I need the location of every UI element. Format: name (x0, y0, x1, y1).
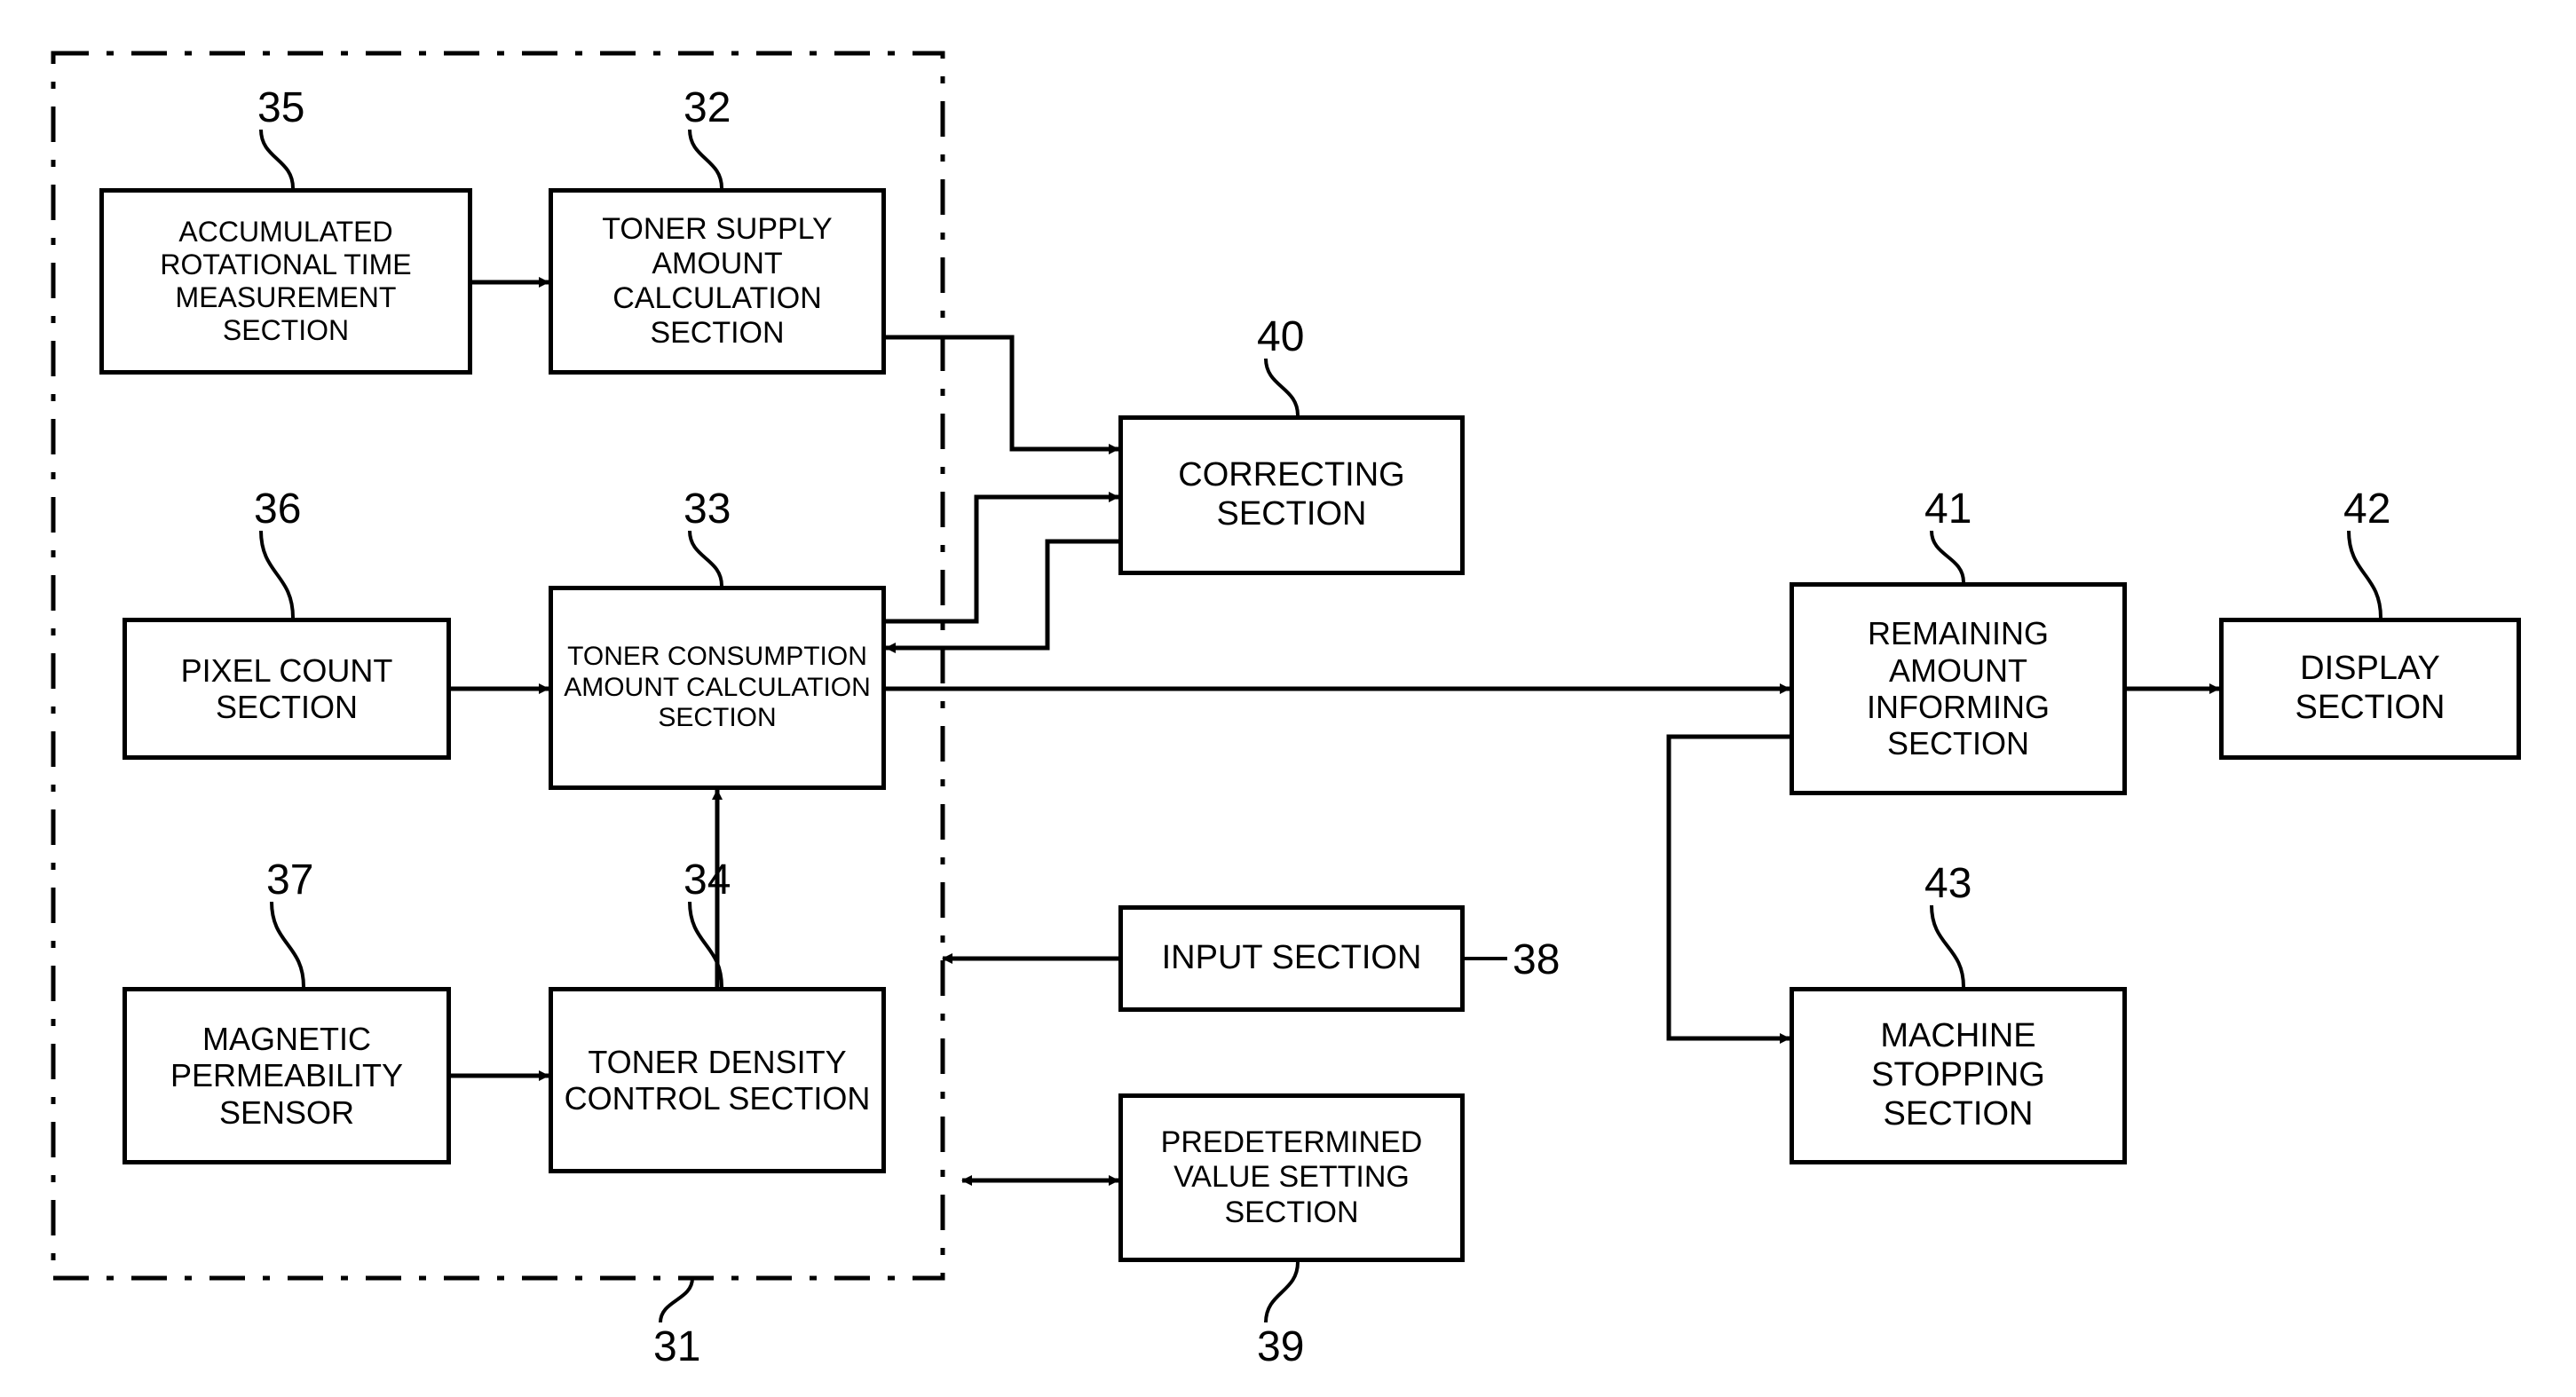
ref-label-36: 36 (254, 485, 301, 533)
node-n37: MAGNETIC PERMEABILITY SENSOR (122, 987, 451, 1164)
node-label: MACHINE STOPPING SECTION (1799, 1017, 2117, 1133)
ref-label-31: 31 (653, 1322, 700, 1371)
node-n42: DISPLAY SECTION (2219, 618, 2521, 760)
node-label: TONER CONSUMPTION AMOUNT CALCULATION SEC… (558, 642, 876, 734)
ref-label-40: 40 (1257, 312, 1304, 361)
ref-label-43: 43 (1924, 859, 1972, 908)
node-label: CORRECTING SECTION (1128, 456, 1455, 533)
node-n32: TONER SUPPLY AMOUNT CALCULATION SECTION (549, 188, 886, 375)
node-label: DISPLAY SECTION (2229, 650, 2511, 727)
node-n40: CORRECTING SECTION (1118, 415, 1465, 575)
ref-label-38: 38 (1513, 935, 1560, 984)
ref-label-35: 35 (257, 83, 304, 132)
node-n34: TONER DENSITY CONTROL SECTION (549, 987, 886, 1173)
ref-label-37: 37 (266, 856, 313, 904)
node-n33: TONER CONSUMPTION AMOUNT CALCULATION SEC… (549, 586, 886, 790)
node-label: INPUT SECTION (1162, 939, 1422, 978)
ref-label-39: 39 (1257, 1322, 1304, 1371)
node-label: TONER SUPPLY AMOUNT CALCULATION SECTION (558, 212, 876, 351)
node-n39: PREDETERMINED VALUE SETTING SECTION (1118, 1093, 1465, 1262)
ref-label-32: 32 (684, 83, 731, 132)
node-n38: INPUT SECTION (1118, 905, 1465, 1012)
node-label: PIXEL COUNT SECTION (132, 652, 441, 726)
node-n43: MACHINE STOPPING SECTION (1790, 987, 2127, 1164)
node-n35: ACCUMULATED ROTATIONAL TIME MEASUREMENT … (99, 188, 472, 375)
node-n41: REMAINING AMOUNT INFORMING SECTION (1790, 582, 2127, 795)
diagram-canvas: ACCUMULATED ROTATIONAL TIME MEASUREMENT … (0, 0, 2576, 1397)
node-label: PREDETERMINED VALUE SETTING SECTION (1128, 1125, 1455, 1229)
ref-label-42: 42 (2343, 485, 2390, 533)
ref-label-34: 34 (684, 856, 731, 904)
node-label: REMAINING AMOUNT INFORMING SECTION (1799, 615, 2117, 762)
node-label: TONER DENSITY CONTROL SECTION (558, 1044, 876, 1117)
node-label: MAGNETIC PERMEABILITY SENSOR (132, 1021, 441, 1131)
node-label: ACCUMULATED ROTATIONAL TIME MEASUREMENT … (109, 216, 462, 346)
ref-label-33: 33 (684, 485, 731, 533)
node-n36: PIXEL COUNT SECTION (122, 618, 451, 760)
ref-label-41: 41 (1924, 485, 1972, 533)
